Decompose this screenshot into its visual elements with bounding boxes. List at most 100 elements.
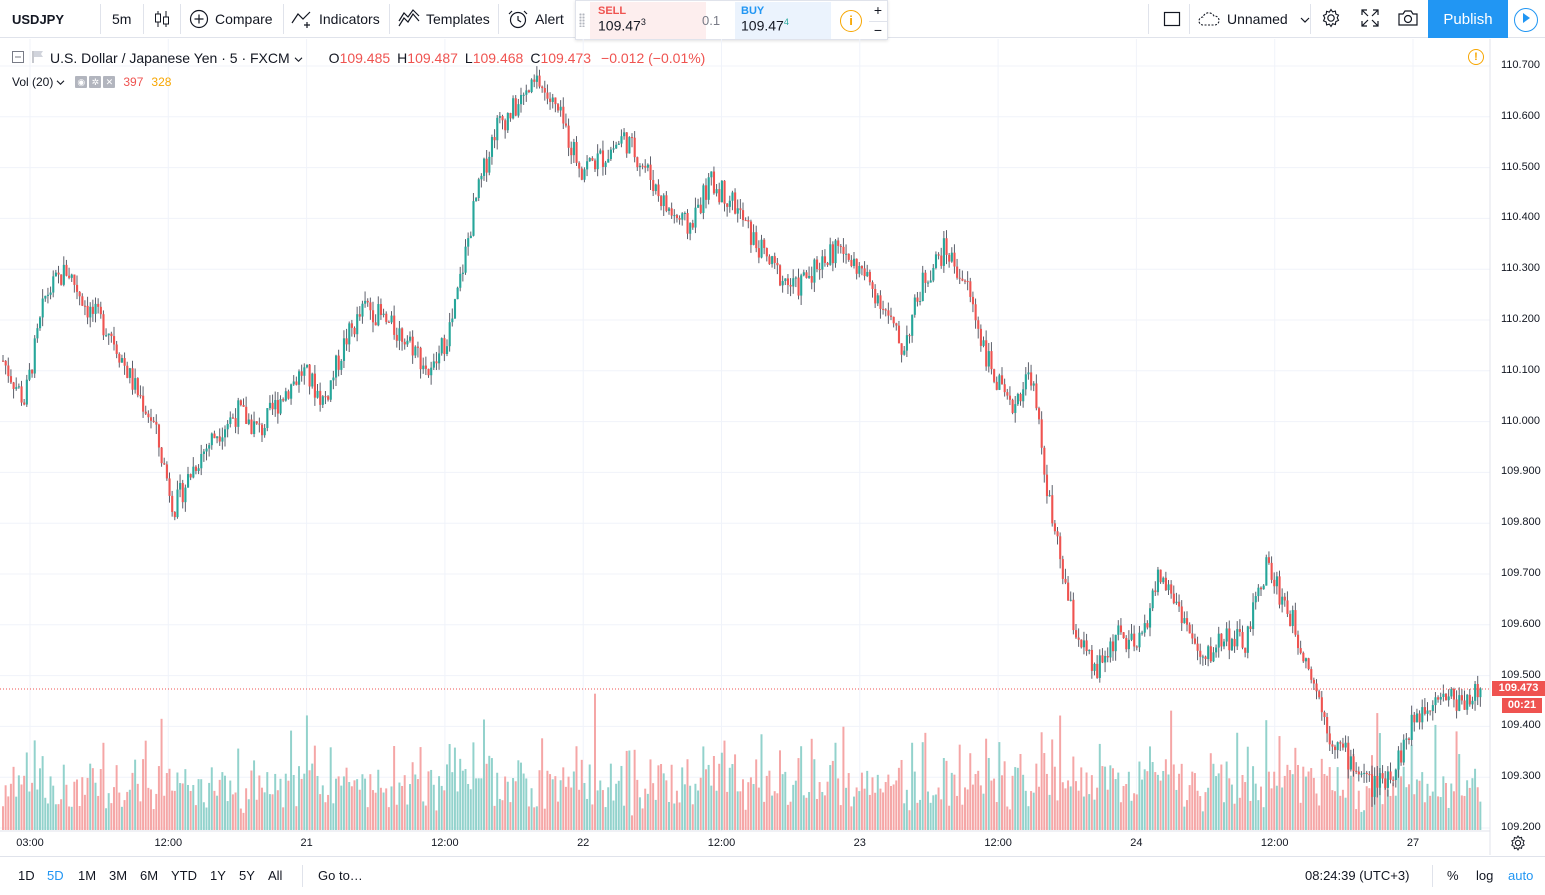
- candle-up: [70, 274, 73, 278]
- candle-up: [490, 137, 494, 157]
- volume-bar: [36, 789, 39, 830]
- compare-button[interactable]: Compare: [189, 0, 273, 38]
- publish-button[interactable]: Publish: [1428, 0, 1508, 38]
- interval-button[interactable]: 5m: [112, 0, 131, 38]
- warning-icon[interactable]: !: [1468, 49, 1484, 65]
- candle-up: [268, 402, 272, 409]
- log-scale-button[interactable]: log: [1476, 868, 1494, 883]
- candle-down: [1452, 689, 1456, 700]
- range-5d-button[interactable]: 5D: [47, 868, 64, 883]
- volume-bar: [512, 778, 515, 830]
- volume-bar: [538, 770, 541, 830]
- candle-down: [99, 306, 102, 315]
- candle-down: [163, 463, 166, 465]
- volume-bar: [998, 742, 1001, 830]
- volume-bar: [771, 795, 774, 830]
- instrument-title[interactable]: U.S. Dollar / Japanese Yen · 5 · FXCM: [50, 50, 290, 66]
- info-icon[interactable]: i: [840, 10, 862, 32]
- volume-bar: [1468, 787, 1471, 830]
- candle-up: [62, 264, 65, 285]
- range-1d-button[interactable]: 1D: [18, 868, 35, 883]
- candle-down: [1371, 774, 1374, 797]
- range-3m-button[interactable]: 3M: [109, 868, 128, 883]
- collapse-legend-icon[interactable]: [12, 50, 24, 66]
- range-6m-button[interactable]: 6M: [140, 868, 159, 883]
- select-layout-button[interactable]: [1162, 0, 1188, 38]
- volume-bar: [39, 768, 41, 830]
- quantity-decrease-button[interactable]: −: [869, 21, 887, 39]
- volume-bar: [567, 776, 570, 830]
- volume-bar: [1149, 746, 1151, 830]
- volume-title[interactable]: Vol (20): [12, 75, 54, 89]
- candle-down: [826, 262, 829, 265]
- candle-down: [514, 98, 517, 116]
- candle-down: [424, 365, 427, 369]
- auto-scale-button[interactable]: auto: [1508, 868, 1534, 883]
- chevron-down-icon[interactable]: [294, 50, 303, 66]
- symbol-label: USDJPY: [12, 11, 65, 27]
- candle-up: [1252, 602, 1255, 630]
- volume-bar: [763, 801, 766, 830]
- replay-play-button[interactable]: [1514, 8, 1538, 32]
- candle-up: [33, 338, 36, 374]
- candle-down: [842, 246, 845, 254]
- axis-settings-gear-icon[interactable]: [1509, 834, 1527, 852]
- close-value: 109.473: [540, 50, 592, 66]
- volume-bar: [1297, 765, 1299, 830]
- chart-style-button[interactable]: [153, 0, 177, 38]
- compare-label: Compare: [215, 11, 273, 27]
- percent-scale-button[interactable]: %: [1447, 868, 1459, 883]
- chevron-down-icon[interactable]: [56, 75, 65, 89]
- symbol-search-button[interactable]: USDJPY: [12, 0, 64, 38]
- candle-down: [966, 281, 969, 283]
- price-tick-label: 109.500: [1501, 668, 1541, 681]
- range-5y-button[interactable]: 5Y: [239, 868, 255, 883]
- candle-up: [929, 280, 932, 283]
- close-icon[interactable]: ✕: [103, 76, 116, 88]
- gear-icon: [1320, 7, 1342, 32]
- candle-up: [1156, 569, 1160, 593]
- drag-handle-icon[interactable]: [579, 13, 585, 27]
- volume-bar: [628, 750, 631, 830]
- layout-name-dropdown[interactable]: Unnamed: [1197, 0, 1310, 38]
- volume-bar: [1241, 775, 1244, 830]
- range-all-button[interactable]: All: [268, 868, 283, 883]
- candle-up: [390, 315, 393, 323]
- alert-button[interactable]: Alert: [507, 0, 564, 38]
- candlestick-chart[interactable]: [0, 39, 1545, 855]
- sell-button[interactable]: SELL 109.473: [590, 2, 706, 39]
- chart-pane[interactable]: [0, 39, 1545, 855]
- goto-date-button[interactable]: Go to…: [318, 868, 363, 883]
- candle-up: [596, 153, 599, 170]
- range-1y-button[interactable]: 1Y: [210, 868, 226, 883]
- indicators-button[interactable]: Indicators: [291, 0, 380, 38]
- fullscreen-button[interactable]: [1360, 0, 1380, 38]
- candle-up: [1431, 705, 1434, 712]
- buy-button[interactable]: BUY 109.474: [735, 2, 831, 39]
- volume-bar: [551, 779, 554, 830]
- volume-bar: [303, 773, 306, 830]
- range-ytd-button[interactable]: YTD: [171, 868, 197, 883]
- gear-icon[interactable]: ✲: [89, 76, 102, 88]
- range-1m-button[interactable]: 1M: [78, 868, 97, 883]
- volume-bar: [813, 759, 816, 830]
- templates-button[interactable]: Templates: [398, 0, 490, 38]
- candle-up: [617, 143, 620, 145]
- flag-icon[interactable]: [32, 50, 44, 67]
- settings-button[interactable]: [1320, 0, 1342, 38]
- snapshot-button[interactable]: [1397, 0, 1419, 38]
- candle-up: [364, 300, 367, 304]
- volume-bar: [1392, 782, 1395, 830]
- eye-icon[interactable]: ◉: [75, 76, 88, 88]
- candle-up: [274, 400, 277, 410]
- candle-down: [1334, 746, 1337, 751]
- low-key: L: [464, 50, 473, 66]
- candle-down: [1273, 579, 1276, 587]
- volume-bar: [723, 740, 726, 830]
- candle-down: [1476, 684, 1479, 698]
- quantity-increase-button[interactable]: +: [873, 2, 883, 18]
- timezone-clock[interactable]: 08:24:39 (UTC+3): [1305, 868, 1410, 883]
- volume-bar: [1466, 780, 1469, 830]
- candle-up: [89, 306, 92, 318]
- candle-up: [1281, 596, 1284, 605]
